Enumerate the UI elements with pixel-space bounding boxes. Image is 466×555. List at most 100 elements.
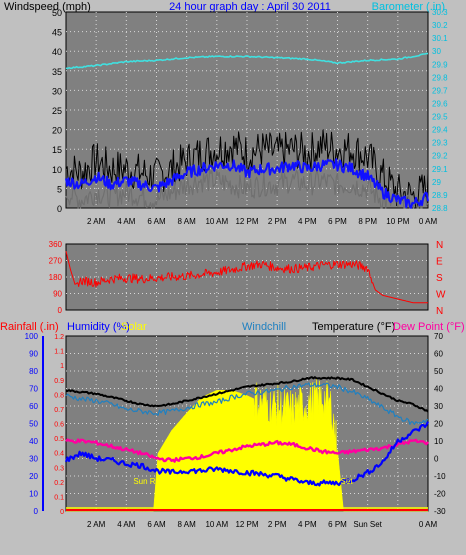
wind-x-tick: 6 AM: [147, 217, 166, 226]
sunrise-annotation: Sun R: [133, 477, 155, 486]
dewpoint-line: [65, 438, 430, 463]
temperature-y-tick: 60: [434, 350, 443, 359]
temperature-y-tick: 40: [434, 385, 443, 394]
wind-average-line: [65, 158, 429, 209]
climate-x-tick: 10 AM: [205, 520, 228, 529]
temperature-y-tick: 0: [434, 455, 439, 464]
wind-x-tick: 12 PM: [235, 217, 258, 226]
solar-legend-label: Solar: [121, 321, 147, 333]
direction-compass-tick: W: [436, 290, 446, 301]
climate-x-tick: 6 PM: [328, 520, 347, 529]
climate-x-tick: 6 AM: [147, 520, 166, 529]
humidity-y-tick: 20: [29, 472, 38, 481]
wind-x-tick: 2 AM: [87, 217, 106, 226]
wind-y-tick: 20: [52, 126, 62, 136]
direction-compass-tick: S: [436, 273, 443, 284]
climate-x-tick: 4 PM: [298, 520, 317, 529]
barometer-y-tick: 28.9: [432, 191, 448, 200]
rainfall-y-tick: 0.8: [54, 392, 64, 399]
rainfall-y-tick: 1.2: [54, 334, 64, 341]
direction-compass-tick: E: [436, 257, 443, 268]
wind-axis-title: Windspeed (mph): [4, 1, 91, 13]
rainfall-y-tick: 0.2: [54, 480, 64, 487]
barometer-y-tick: 30: [432, 47, 441, 56]
wind-x-tick: 10 PM: [386, 217, 409, 226]
climate-x-tick: 0 AM: [419, 520, 438, 529]
humidity-y-tick: 50: [29, 420, 38, 429]
temperature-y-tick: 50: [434, 367, 443, 376]
temperature-y-tick: -20: [434, 490, 446, 499]
rainfall-y-tick: 0.5: [54, 436, 64, 443]
wind-y-tick: 30: [52, 86, 62, 96]
wind-y-tick: 40: [52, 47, 62, 57]
humidity-y-tick: 70: [29, 385, 38, 394]
temperature-y-tick: 70: [434, 332, 443, 341]
wind-low-line: [65, 169, 429, 209]
rainfall-y-tick: 1.1: [54, 349, 64, 356]
direction-y-tick: 0: [58, 306, 63, 315]
barometer-y-tick: 29: [432, 178, 441, 187]
barometer-axis-title: Barometer (.in): [372, 1, 445, 13]
rainfall-y-tick: 0.3: [54, 465, 64, 472]
climate-x-tick: 8 AM: [178, 520, 197, 529]
direction-y-tick: 180: [49, 273, 63, 282]
climate-x-tick: 2 PM: [268, 520, 287, 529]
windchill-legend-label: Windchill: [242, 321, 286, 333]
temperature-y-tick: 30: [434, 402, 443, 411]
wind-x-tick: 6 PM: [328, 217, 347, 226]
humidity-y-tick: 80: [29, 367, 38, 376]
wind-x-tick: 8 AM: [178, 217, 197, 226]
direction-y-tick: 270: [49, 257, 63, 266]
climate-x-tick: 4 AM: [117, 520, 136, 529]
barometer-y-tick: 30.2: [432, 21, 448, 30]
barometer-y-tick: 29.3: [432, 139, 448, 148]
windchill-line: [65, 382, 429, 425]
direction-compass-tick: N: [436, 240, 443, 251]
rainfall-legend-label: Rainfall (.in): [0, 321, 59, 333]
barometer-y-tick: 29.4: [432, 126, 448, 135]
wind-y-tick: 45: [52, 28, 62, 38]
humidity-y-tick: 40: [29, 437, 38, 446]
rainfall-y-tick: 0: [60, 509, 64, 516]
humidity-y-tick: 30: [29, 455, 38, 464]
temperature-line: [66, 376, 429, 413]
barometer-y-tick: 29.9: [432, 60, 448, 69]
wind-x-tick: 4 AM: [117, 217, 136, 226]
climate-x-tick: 12 PM: [235, 520, 258, 529]
wind-y-tick: 0: [57, 204, 62, 214]
direction-y-tick: 90: [53, 290, 62, 299]
wind-y-tick: 50: [52, 8, 62, 18]
humidity-y-tick: 90: [29, 350, 38, 359]
barometer-y-tick: 29.5: [432, 113, 448, 122]
temperature-legend-label: Temperature (°F): [312, 321, 395, 333]
wind-y-tick: 5: [57, 184, 62, 194]
wind-y-tick: 25: [52, 106, 62, 116]
humidity-y-tick: 10: [29, 490, 38, 499]
temperature-y-tick: -30: [434, 507, 446, 516]
rainfall-y-tick: 0.4: [54, 451, 64, 458]
wind-direction-line: [65, 251, 428, 304]
barometer-y-tick: 29.6: [432, 99, 448, 108]
barometer-line: [65, 52, 429, 70]
dewpoint-legend-label: Dew Point (°F): [393, 321, 465, 333]
chart-title: 24 hour graph day : April 30 2011: [169, 1, 331, 13]
temperature-y-tick: 20: [434, 420, 443, 429]
climate-x-tick: 2 AM: [87, 520, 106, 529]
barometer-y-tick: 29.2: [432, 152, 448, 161]
rainfall-y-tick: 0.7: [54, 407, 64, 414]
direction-compass-tick: N: [436, 306, 443, 317]
wind-y-tick: 10: [52, 165, 62, 175]
barometer-y-tick: 28.8: [432, 204, 448, 213]
humidity-legend-label: Humidity (%): [67, 321, 130, 333]
barometer-y-tick: 29.8: [432, 73, 448, 82]
rainfall-y-tick: 0.6: [54, 422, 64, 429]
barometer-y-tick: 30.1: [432, 34, 448, 43]
sunset-annotation: Set: [341, 477, 354, 486]
humidity-y-tick: 0: [34, 507, 39, 516]
climate-x-tick: Sun Set: [353, 520, 382, 529]
direction-y-tick: 360: [49, 240, 63, 249]
wind-x-tick: 0 AM: [419, 217, 438, 226]
rainfall-y-tick: 0.9: [54, 378, 64, 385]
